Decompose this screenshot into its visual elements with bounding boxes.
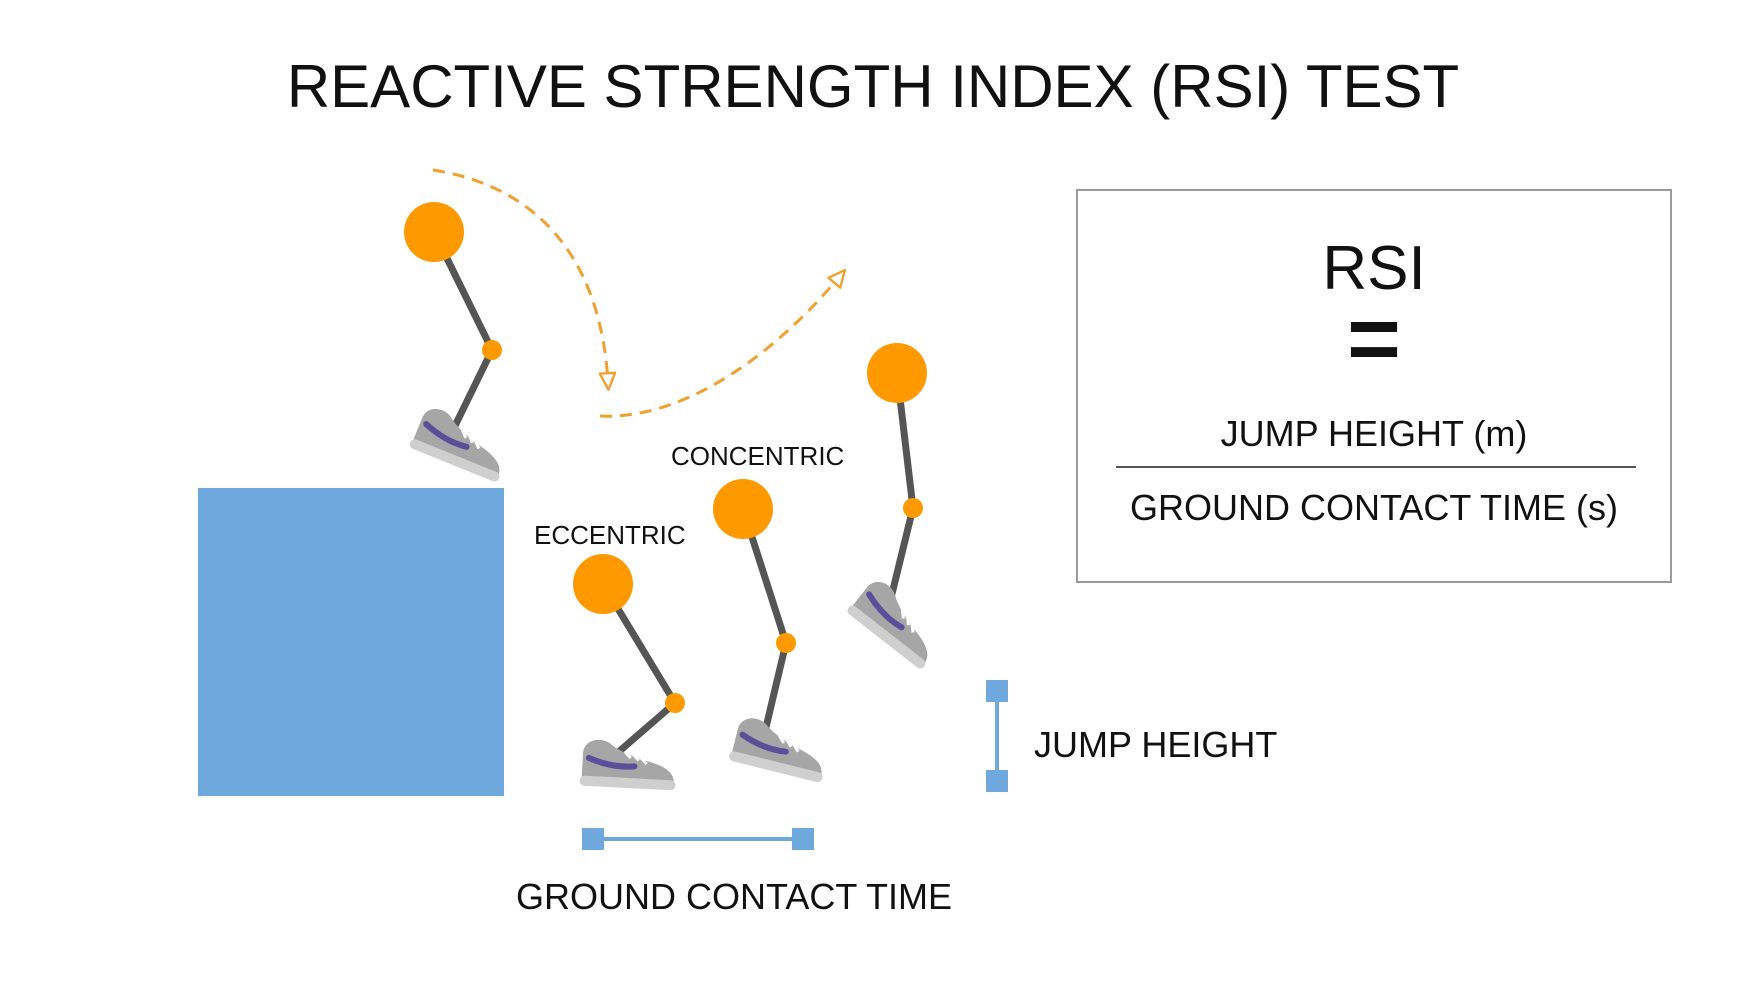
shoe-icon <box>847 581 928 669</box>
shoe-icon <box>729 718 823 783</box>
rsi-formula-box: RSI = JUMP HEIGHT (m) GROUND CONTACT TIM… <box>1076 189 1672 583</box>
page-title: REACTIVE STRENGTH INDEX (RSI) TEST <box>286 53 1460 120</box>
knee-joint <box>903 498 923 518</box>
shoe-icon <box>409 409 500 482</box>
ground-contact-time-measure <box>582 828 814 850</box>
drop-box <box>198 488 504 796</box>
hip-joint <box>867 343 927 403</box>
rebound-trajectory-arrow <box>599 268 847 418</box>
eccentric-label: ECCENTRIC <box>534 520 686 550</box>
hip-joint <box>713 479 773 539</box>
formula-numerator: JUMP HEIGHT (m) <box>1220 413 1528 454</box>
formula-denominator: GROUND CONTACT TIME (s) <box>1130 487 1618 528</box>
fraction-bar <box>1116 466 1636 468</box>
leg-airborne <box>847 343 928 669</box>
jump-height-label: JUMP HEIGHT <box>1034 724 1278 765</box>
concentric-label: CONCENTRIC <box>671 441 845 471</box>
jump-height-measure <box>986 680 1008 792</box>
knee-joint <box>482 340 502 360</box>
knee-joint <box>776 633 796 653</box>
hip-joint <box>573 554 633 614</box>
hip-joint <box>404 202 464 262</box>
knee-joint <box>665 693 685 713</box>
formula-lhs: RSI <box>1322 234 1426 303</box>
leg-eccentric <box>573 554 685 791</box>
leg-concentric <box>713 479 823 783</box>
ground-contact-time-label: GROUND CONTACT TIME <box>516 876 953 917</box>
formula-equals: = <box>1347 288 1401 390</box>
leg-on-box <box>404 202 502 482</box>
shoe-icon <box>579 739 676 791</box>
